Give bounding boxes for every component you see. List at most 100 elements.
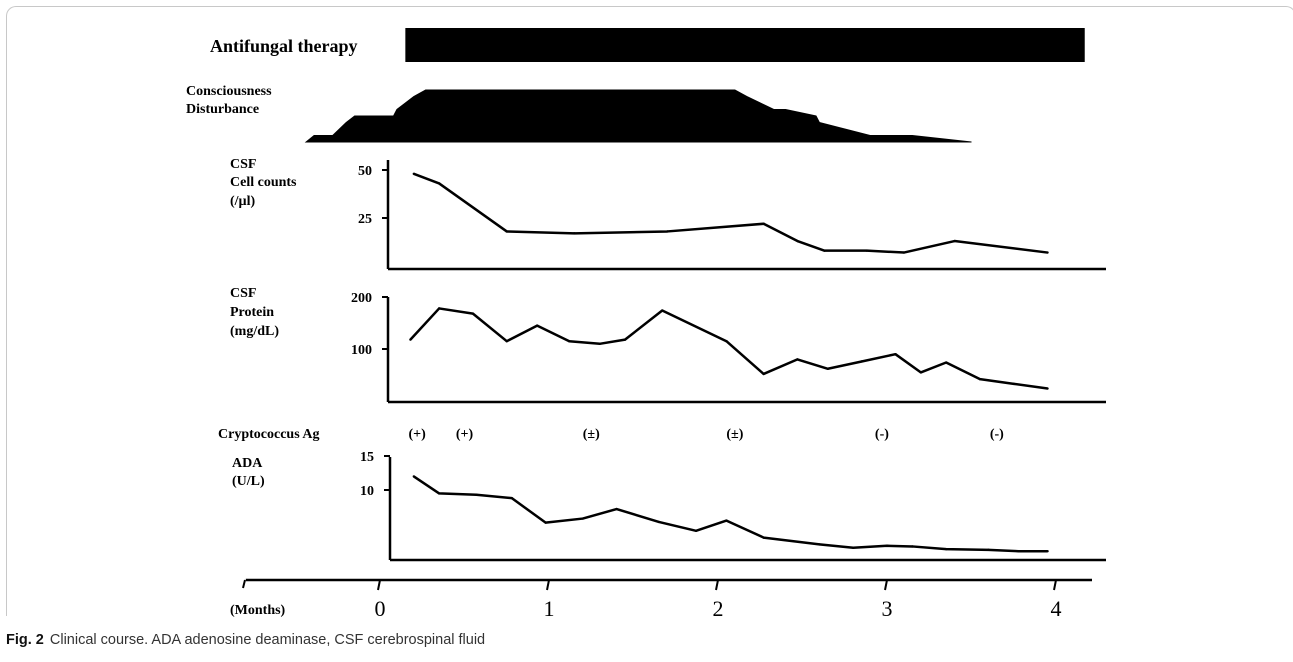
cryptococcus-ag-value: (±) — [726, 427, 743, 442]
ada-point — [725, 519, 728, 522]
protein-point — [409, 338, 412, 341]
ada-point — [437, 492, 441, 495]
cryptococcus-ag-value: (+) — [456, 427, 474, 442]
protein-tick-label: 200 — [351, 291, 372, 306]
time-axis-tick-mark — [884, 579, 888, 591]
antifungal-therapy-series — [405, 28, 1085, 62]
cells-point — [902, 251, 906, 254]
cells-point — [666, 230, 669, 233]
ada-label-line1: ADA — [232, 456, 263, 471]
ada-point — [581, 517, 584, 520]
ada-point — [852, 546, 855, 549]
ada-panel: 10 15 — [360, 450, 1106, 562]
ada-tick-label: 10 — [360, 484, 374, 499]
protein-point — [919, 371, 922, 374]
cryptococcus-ag-value: (-) — [990, 427, 1004, 442]
cells-line — [413, 172, 1048, 254]
protein-point — [796, 358, 799, 361]
figure-caption: Fig. 2 Clinical course. ADA adenosine dea… — [6, 632, 1286, 648]
ada-point — [615, 507, 618, 511]
protein-point — [471, 312, 475, 315]
ada-tick-label: 15 — [360, 450, 374, 465]
cells-tick-label: 50 — [358, 164, 372, 179]
cryptococcus-ag-value: (-) — [875, 427, 889, 442]
months-label: (Months) — [230, 603, 286, 618]
protein-point — [623, 338, 627, 341]
protein-point — [661, 309, 664, 312]
protein-point — [978, 377, 982, 381]
ada-point — [1046, 550, 1049, 553]
csf-cells-label-line2: Cell counts — [230, 175, 297, 190]
cells-point — [412, 172, 415, 176]
consciousness-series — [304, 89, 972, 143]
csf-protein-label-line2: Protein — [230, 305, 274, 320]
time-axis-tick-label: 3 — [882, 596, 893, 621]
protein-point — [860, 360, 863, 363]
protein-point — [1012, 382, 1015, 386]
cryptococcus-ag-row: (+) (+) (±) (±) (-) (-) — [409, 427, 1005, 442]
consciousness-label-line1: Consciousness — [186, 84, 272, 99]
cells-point — [953, 239, 956, 243]
csf-protein-panel: 100 200 — [351, 291, 1106, 404]
cells-point — [573, 232, 576, 235]
cells-point — [1046, 251, 1049, 254]
protein-point — [725, 340, 728, 343]
antifungal-therapy-bar — [405, 28, 1085, 62]
ada-point — [657, 520, 661, 524]
ada-point — [1017, 550, 1021, 553]
cells-point — [796, 239, 799, 243]
cells-point — [437, 182, 441, 185]
caption-text: Clinical course. ADA adenosine deaminase… — [49, 632, 486, 648]
ada-point — [510, 496, 514, 500]
csf-cell-counts-panel: 25 50 — [358, 160, 1106, 271]
consciousness-label-line2: Disturbance — [186, 102, 259, 117]
time-axis-tick-mark — [715, 579, 719, 591]
cells-point — [505, 230, 508, 233]
time-axis-tick-mark — [546, 579, 550, 591]
ada-point — [412, 475, 415, 478]
time-axis-tick-mark — [1053, 579, 1057, 591]
protein-point — [762, 372, 765, 376]
protein-point — [568, 340, 571, 343]
antifungal-label: Antifungal therapy — [210, 36, 358, 56]
protein-point — [944, 361, 948, 364]
time-axis-tick-mark — [377, 579, 381, 591]
csf-protein-label-line1: CSF — [230, 286, 256, 301]
ada-point — [944, 547, 948, 551]
protein-tick-label: 100 — [351, 343, 372, 358]
time-axis: 0 1 2 3 4 — [242, 578, 1092, 621]
cryptococcus-label: Cryptococcus Ag — [218, 427, 320, 442]
ada-label-line2: (U/L) — [232, 474, 265, 489]
time-axis-tick-label: 2 — [713, 596, 724, 621]
cryptococcus-ag-value: (+) — [409, 427, 427, 442]
ada-line — [413, 475, 1048, 553]
ada-point — [475, 493, 478, 496]
time-axis-tick-label: 0 — [375, 596, 386, 621]
protein-point — [826, 367, 830, 370]
ada-point — [818, 543, 821, 546]
protein-line — [409, 307, 1048, 390]
protein-point — [437, 307, 441, 310]
caption-fig-label: Fig. 2 — [6, 632, 44, 648]
cells-point — [762, 222, 765, 225]
ada-point — [694, 529, 698, 532]
csf-protein-label-line3: (mg/dL) — [230, 324, 279, 339]
ada-point — [762, 536, 765, 539]
protein-point — [1046, 387, 1049, 390]
cells-point — [865, 249, 868, 252]
ada-point — [544, 521, 547, 524]
clinical-course-chart: Antifungal therapy Consciousness Disturb… — [186, 28, 1106, 621]
figure-frame — [6, 6, 1293, 616]
ada-point — [911, 545, 914, 548]
ada-point — [885, 544, 889, 547]
protein-point — [505, 340, 508, 343]
protein-point — [598, 342, 601, 345]
ada-point — [987, 548, 990, 552]
time-axis-tick-label: 1 — [544, 596, 555, 621]
protein-point — [894, 353, 897, 356]
cells-tick-label: 25 — [358, 212, 372, 227]
time-axis-tick-label: 4 — [1051, 596, 1062, 621]
time-axis-tick-start — [242, 579, 246, 589]
cells-point — [823, 249, 826, 252]
csf-cells-label-line3: (/µl) — [230, 194, 256, 209]
